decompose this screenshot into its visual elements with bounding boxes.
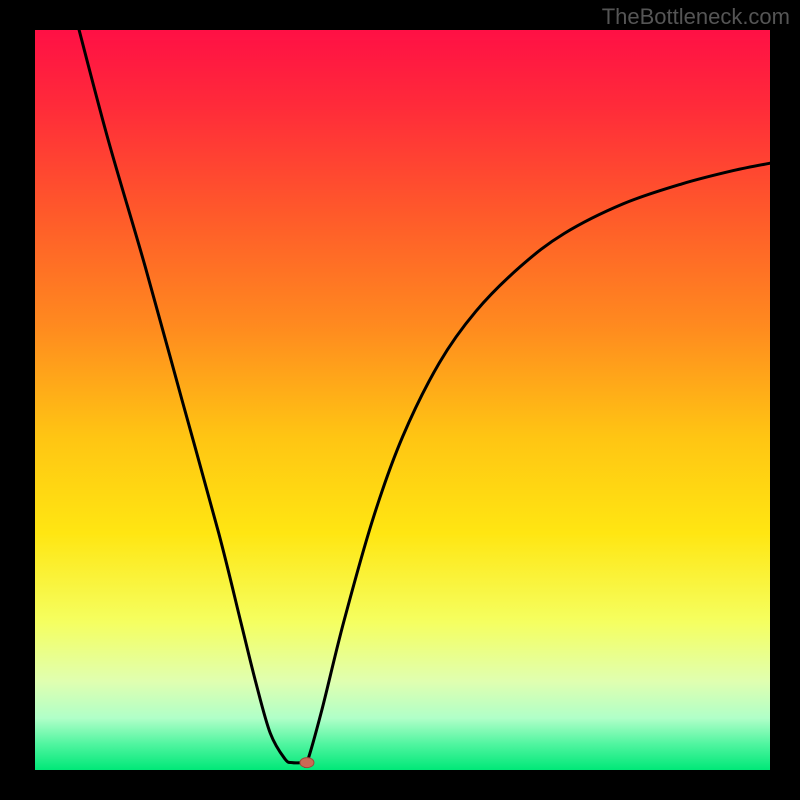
plot-background (35, 30, 770, 770)
optimal-marker (300, 758, 314, 768)
watermark-text: TheBottleneck.com (602, 4, 790, 30)
bottleneck-chart (0, 0, 800, 800)
chart-container: { "watermark": { "text": "TheBottleneck.… (0, 0, 800, 800)
